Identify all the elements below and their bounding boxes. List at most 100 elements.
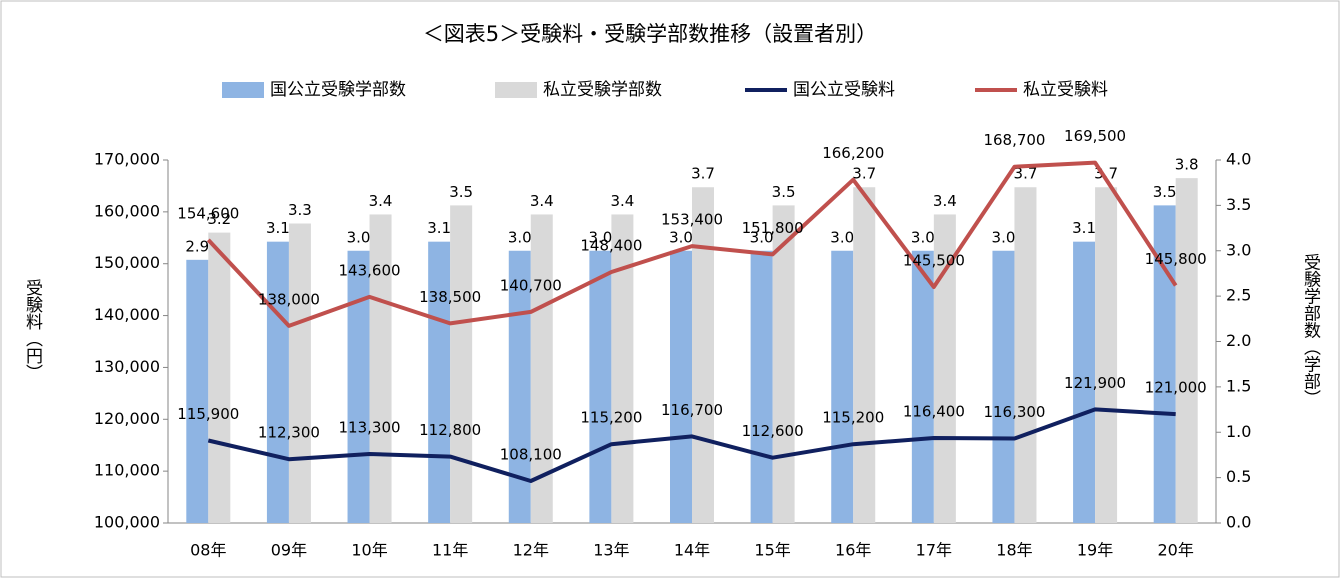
line-value-label: 121,000 — [1145, 379, 1207, 397]
bar — [530, 214, 553, 523]
bar-value-label: 3.1 — [1072, 219, 1096, 237]
x-tick-label: 15年 — [754, 541, 790, 560]
bar-value-label: 3.5 — [772, 183, 796, 201]
bar-value-label: 3.4 — [530, 192, 554, 210]
bar — [853, 187, 876, 523]
y-tick-label: 150,000 — [94, 253, 160, 272]
x-tick-label: 09年 — [271, 541, 307, 560]
line-value-label: 116,300 — [983, 403, 1045, 421]
y2-tick-label: 0.5 — [1226, 467, 1251, 486]
bar — [750, 250, 773, 523]
bar — [692, 187, 714, 523]
bar-value-label: 3.0 — [830, 228, 854, 246]
bar-value-label: 3.7 — [691, 165, 715, 183]
bar — [1095, 187, 1118, 523]
legend-swatch — [222, 82, 264, 98]
bar — [992, 250, 1015, 523]
line-value-label: 108,100 — [500, 445, 562, 463]
x-tick-label: 14年 — [674, 541, 710, 560]
line — [207, 407, 1176, 483]
bar-value-label: 3.0 — [508, 228, 532, 246]
x-tick-label: 13年 — [593, 541, 629, 560]
x-tick-label: 08年 — [190, 541, 226, 560]
legend-label: 私立受験料 — [1023, 80, 1108, 100]
bar-value-label: 3.1 — [266, 219, 290, 237]
bar-value-label: 3.0 — [588, 228, 612, 246]
line-value-label: 115,900 — [177, 405, 239, 423]
bar-value-label: 2.9 — [185, 237, 209, 255]
x-tick-label: 16年 — [835, 541, 871, 560]
line-value-label: 113,300 — [339, 419, 401, 437]
bar-value-label: 3.7 — [1014, 165, 1038, 183]
line-value-label: 145,800 — [1145, 250, 1207, 268]
x-tick-label: 17年 — [916, 541, 952, 560]
bar — [288, 223, 311, 523]
x-tick-label: 20年 — [1158, 541, 1194, 560]
x-tick-label: 19年 — [1077, 541, 1113, 560]
bar — [1175, 178, 1198, 523]
bar-value-label: 3.3 — [288, 201, 312, 219]
x-tick-label: 10年 — [351, 541, 387, 560]
bar — [1153, 205, 1176, 523]
bar-value-label: 3.2 — [207, 210, 231, 228]
line-value-label: 168,700 — [983, 131, 1045, 149]
y2-tick-label: 2.5 — [1226, 286, 1251, 305]
bar-value-label: 3.1 — [427, 219, 451, 237]
bar-value-label: 3.0 — [347, 228, 371, 246]
bar — [1014, 187, 1037, 523]
line-value-label: 151,800 — [742, 219, 804, 237]
line-value-label: 121,900 — [1064, 374, 1126, 392]
bar — [933, 214, 956, 523]
chart-title: ＜図表5＞受験料・受験学部数推移（設置者別） — [423, 22, 877, 46]
bar-value-label: 3.4 — [369, 192, 393, 210]
line-value-label: 115,200 — [822, 409, 884, 427]
y2-tick-label: 0.0 — [1226, 513, 1251, 532]
y-tick-label: 140,000 — [94, 305, 160, 324]
bar — [508, 250, 531, 523]
line-value-label: 154,600 — [177, 204, 239, 222]
line-value-label: 116,700 — [661, 401, 723, 419]
bar-value-label: 3.0 — [992, 228, 1016, 246]
y-tick-label: 110,000 — [94, 461, 160, 480]
x-tick-label: 12年 — [513, 541, 549, 560]
line-value-label: 115,200 — [580, 409, 642, 427]
line — [206, 160, 1178, 328]
bar-value-label: 3.0 — [911, 228, 935, 246]
bar-value-label: 3.7 — [852, 165, 876, 183]
y-axis-label: 受験料（円） — [22, 279, 43, 381]
y2-tick-label: 1.0 — [1226, 422, 1251, 441]
x-tick-label: 18年 — [996, 541, 1032, 560]
bar-value-label: 3.4 — [610, 192, 634, 210]
y2-axis-label: 受験学部数（学部） — [1300, 253, 1321, 406]
line-value-label: 148,400 — [580, 237, 642, 255]
line-value-label: 153,400 — [661, 211, 723, 229]
bar-value-label: 3.4 — [933, 192, 957, 210]
line-value-label: 166,200 — [822, 144, 884, 162]
bar — [186, 259, 209, 523]
y-tick-label: 130,000 — [94, 357, 160, 376]
line-value-label: 112,600 — [742, 422, 804, 440]
y2-tick-label: 2.0 — [1226, 331, 1251, 350]
legend-swatch — [495, 82, 537, 98]
y2-tick-label: 3.5 — [1226, 195, 1251, 214]
bar — [611, 214, 634, 523]
line-value-label: 112,300 — [258, 424, 320, 442]
bar-value-label: 3.0 — [750, 228, 774, 246]
bar — [208, 232, 231, 523]
bar — [347, 250, 370, 523]
line-value-label: 143,600 — [339, 261, 401, 279]
bar-value-label: 3.5 — [1153, 183, 1177, 201]
y-tick-label: 170,000 — [94, 150, 160, 169]
bar — [450, 205, 473, 523]
bar-value-label: 3.5 — [449, 183, 473, 201]
bar — [589, 250, 612, 523]
line-value-label: 138,000 — [258, 290, 320, 308]
bar — [911, 250, 934, 523]
x-tick-label: 11年 — [432, 541, 468, 560]
bar-value-label: 3.8 — [1175, 156, 1199, 174]
y2-tick-label: 1.5 — [1226, 376, 1251, 395]
y2-tick-label: 4.0 — [1226, 150, 1251, 169]
y-tick-label: 100,000 — [94, 513, 160, 532]
bar — [670, 250, 692, 523]
